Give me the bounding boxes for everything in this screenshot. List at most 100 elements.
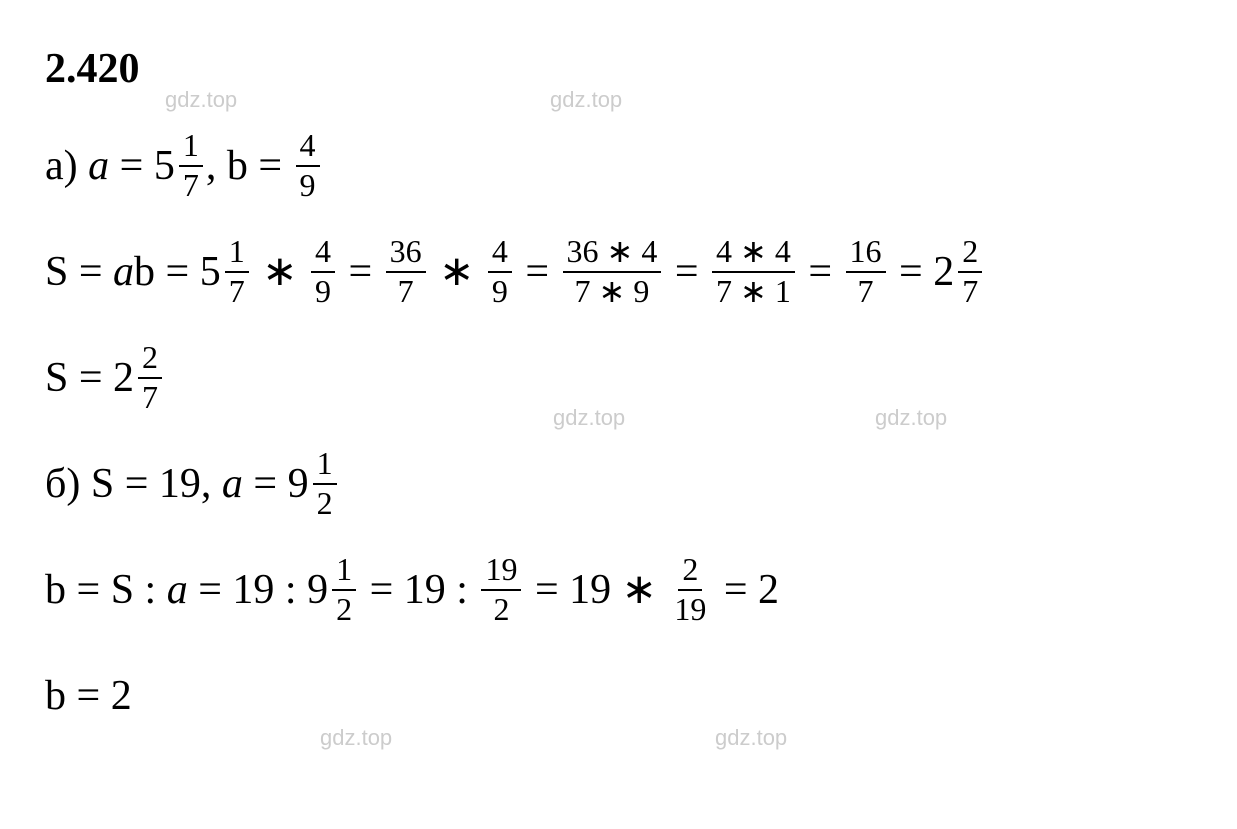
var-a: a xyxy=(222,463,243,505)
denominator: 9 xyxy=(296,167,320,203)
denominator: 7 xyxy=(958,273,982,309)
numerator: 16 xyxy=(846,235,886,273)
equals: = xyxy=(524,569,569,611)
whole: 9 xyxy=(307,569,328,611)
numerator: 4 ∗ 4 xyxy=(712,235,795,273)
equals: = xyxy=(338,251,383,293)
var-b: b xyxy=(227,145,248,187)
equals: = xyxy=(109,145,154,187)
var-a: a xyxy=(88,145,109,187)
line-a-solve: S = a b = 5 1 7 ∗ 4 9 = 36 7 ∗ 4 9 = xyxy=(45,235,1237,309)
numerator: 1 xyxy=(332,553,356,591)
fraction-16-7: 16 7 xyxy=(846,235,886,308)
fraction-4-9: 4 9 xyxy=(488,235,512,308)
line-a-given: а) a = 5 1 7 , b = 4 9 xyxy=(45,129,1237,203)
var-b: b xyxy=(45,569,66,611)
equals: = xyxy=(664,251,709,293)
fraction-4x4-7x1: 4 ∗ 4 7 ∗ 1 xyxy=(712,235,795,308)
var-a: a xyxy=(113,251,134,293)
whole: 9 xyxy=(288,463,309,505)
value-19: 19 xyxy=(569,569,611,611)
numerator: 4 xyxy=(296,129,320,167)
equals: = xyxy=(359,569,404,611)
line-a-result: S = 2 2 7 xyxy=(45,341,1237,415)
denominator: 2 xyxy=(313,485,337,521)
label-a: а) xyxy=(45,145,88,187)
line-b-given: б) S = 19 , a = 9 1 2 xyxy=(45,447,1237,521)
fraction: 1 7 xyxy=(225,235,249,308)
denominator: 7 xyxy=(394,273,418,309)
line-b-result: b = 2 xyxy=(45,659,1237,733)
denominator: 7 ∗ 1 xyxy=(712,273,795,309)
fraction: 2 7 xyxy=(138,341,162,414)
divide: : xyxy=(446,569,479,611)
denominator: 7 xyxy=(225,273,249,309)
numerator: 2 xyxy=(958,235,982,273)
denominator: 7 xyxy=(138,379,162,415)
divide: : xyxy=(134,569,167,611)
equals: = xyxy=(68,251,113,293)
value-2: 2 xyxy=(111,675,132,717)
whole: 5 xyxy=(200,251,221,293)
equals: = xyxy=(68,357,113,399)
fraction-2-19: 2 19 xyxy=(670,553,710,626)
problem-number: 2.420 xyxy=(45,45,1237,93)
mixed-2-2-7: 2 2 7 xyxy=(933,235,985,308)
multiply: ∗ xyxy=(252,251,308,293)
equals: = xyxy=(798,251,843,293)
page-root: 2.420 а) a = 5 1 7 , b = 4 9 S = a b = 5 xyxy=(0,0,1237,829)
mixed-2-2-7: 2 2 7 xyxy=(113,341,165,414)
equals: = xyxy=(248,145,293,187)
equals: = xyxy=(515,251,560,293)
equals: = xyxy=(243,463,288,505)
numerator: 1 xyxy=(225,235,249,273)
fraction: 1 2 xyxy=(313,447,337,520)
mixed-5-1-7: 5 1 7 xyxy=(154,129,206,202)
equals: = xyxy=(66,675,111,717)
mixed-5-1-7: 5 1 7 xyxy=(200,235,252,308)
fraction-36x4-7x9: 36 ∗ 4 7 ∗ 9 xyxy=(563,235,662,308)
denominator: 7 xyxy=(854,273,878,309)
mixed-9-1-2: 9 1 2 xyxy=(288,447,340,520)
equals: = xyxy=(114,463,159,505)
fraction: 2 7 xyxy=(958,235,982,308)
denominator: 7 xyxy=(179,167,203,203)
multiply: ∗ xyxy=(429,251,485,293)
equals: = xyxy=(66,569,111,611)
line-b-solve: b = S : a = 19 : 9 1 2 = 19 : 19 2 = 19 … xyxy=(45,553,1237,627)
whole: 2 xyxy=(113,357,134,399)
equals: = xyxy=(155,251,200,293)
fraction-4-9: 4 9 xyxy=(311,235,335,308)
mixed-9-1-2: 9 1 2 xyxy=(307,553,359,626)
numerator: 4 xyxy=(488,235,512,273)
var-a: a xyxy=(167,569,188,611)
numerator: 36 ∗ 4 xyxy=(563,235,662,273)
numerator: 4 xyxy=(311,235,335,273)
denominator: 9 xyxy=(488,273,512,309)
value-19: 19 xyxy=(404,569,446,611)
fraction-19-2: 19 2 xyxy=(481,553,521,626)
equals: = xyxy=(713,569,758,611)
fraction: 1 7 xyxy=(179,129,203,202)
label-b: б) xyxy=(45,463,91,505)
var-S: S xyxy=(45,251,68,293)
denominator: 2 xyxy=(489,591,513,627)
denominator: 7 ∗ 9 xyxy=(571,273,654,309)
multiply: ∗ xyxy=(611,569,667,611)
comma: , xyxy=(201,463,222,505)
numerator: 1 xyxy=(313,447,337,485)
denominator: 19 xyxy=(670,591,710,627)
value-19: 19 xyxy=(159,463,201,505)
fraction-4-9: 4 9 xyxy=(296,129,320,202)
numerator: 2 xyxy=(678,553,702,591)
numerator: 19 xyxy=(481,553,521,591)
value-19: 19 xyxy=(232,569,274,611)
denominator: 9 xyxy=(311,273,335,309)
var-b: b xyxy=(45,675,66,717)
comma: , xyxy=(206,145,227,187)
whole: 5 xyxy=(154,145,175,187)
numerator: 1 xyxy=(179,129,203,167)
divide: : xyxy=(274,569,307,611)
value-2: 2 xyxy=(758,569,779,611)
denominator: 2 xyxy=(332,591,356,627)
